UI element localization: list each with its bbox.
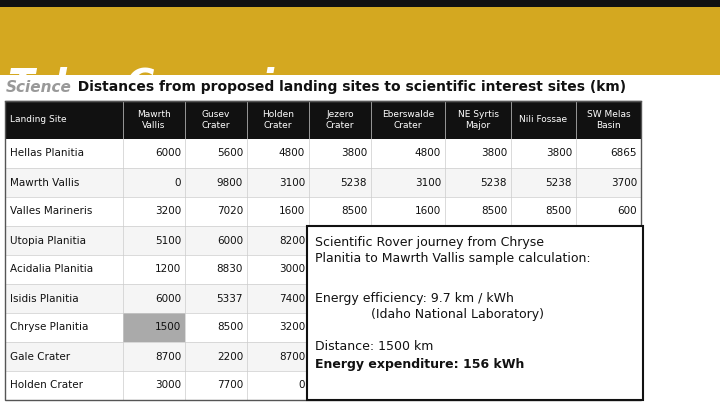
Bar (5, 168, 641, 197)
Text: 1600: 1600 (279, 207, 305, 217)
Text: 3000: 3000 (279, 264, 305, 275)
Text: Chryse Planitia: Chryse Planitia (10, 322, 89, 333)
Text: Energy expenditure: 156 kWh: Energy expenditure: 156 kWh (315, 358, 524, 371)
Text: Holden Crater: Holden Crater (10, 381, 83, 390)
Text: 6865: 6865 (611, 149, 637, 158)
Text: Jezero
Crater: Jezero Crater (325, 110, 354, 130)
Text: 6000: 6000 (217, 235, 243, 245)
Text: 5238: 5238 (480, 177, 507, 188)
Text: 7700: 7700 (217, 381, 243, 390)
Text: Distance: 1500 km: Distance: 1500 km (315, 340, 433, 353)
Text: Scientific Rover journey from Chryse: Scientific Rover journey from Chryse (315, 236, 544, 249)
Text: Distances from proposed landing sites to scientific interest sites (km): Distances from proposed landing sites to… (68, 80, 626, 94)
Text: Landing Site: Landing Site (10, 115, 67, 124)
Text: Isidis Planitia: Isidis Planitia (10, 294, 78, 303)
Text: 3200: 3200 (279, 322, 305, 333)
Text: Mawrth Vallis: Mawrth Vallis (10, 177, 79, 188)
Bar (0, 7, 720, 75)
Text: 8830: 8830 (217, 264, 243, 275)
Text: Planitia to Mawrth Vallis sample calculation:: Planitia to Mawrth Vallis sample calcula… (315, 252, 590, 265)
Text: Tyler Crumrin: Tyler Crumrin (8, 67, 302, 105)
Bar (123, 313, 185, 342)
Text: 5238: 5238 (341, 177, 367, 188)
Text: SW Melas
Basin: SW Melas Basin (587, 110, 630, 130)
Text: Hellas Planitia: Hellas Planitia (10, 149, 84, 158)
Text: 5337: 5337 (217, 294, 243, 303)
Text: 7400: 7400 (279, 294, 305, 303)
Text: 5100: 5100 (155, 235, 181, 245)
Text: 8500: 8500 (341, 207, 367, 217)
Bar (0, 0, 720, 7)
Text: 8700: 8700 (279, 352, 305, 362)
Text: 5238: 5238 (546, 177, 572, 188)
Text: 1600: 1600 (415, 207, 441, 217)
Bar (5, 284, 641, 313)
Bar (5, 101, 641, 400)
Text: 3200: 3200 (155, 207, 181, 217)
Text: (Idaho National Laboratory): (Idaho National Laboratory) (315, 308, 544, 321)
Text: Mawrth
Vallis: Mawrth Vallis (137, 110, 171, 130)
Text: NE Syrtis
Major: NE Syrtis Major (457, 110, 498, 130)
Text: 0: 0 (174, 177, 181, 188)
Text: 8700: 8700 (155, 352, 181, 362)
Text: 6000: 6000 (155, 294, 181, 303)
Bar (5, 255, 641, 284)
Text: 8500: 8500 (546, 207, 572, 217)
Text: Holden
Crater: Holden Crater (262, 110, 294, 130)
Text: 600: 600 (617, 207, 637, 217)
Text: Energy efficiency: 9.7 km / kWh: Energy efficiency: 9.7 km / kWh (315, 292, 514, 305)
Text: 1500: 1500 (155, 322, 181, 333)
Text: Eberswalde
Crater: Eberswalde Crater (382, 110, 434, 130)
Bar (5, 371, 641, 400)
Text: 4800: 4800 (279, 149, 305, 158)
Bar (0, 77, 720, 99)
Text: 2200: 2200 (217, 352, 243, 362)
Text: Gale Crater: Gale Crater (10, 352, 70, 362)
Text: 3700: 3700 (611, 177, 637, 188)
Bar (5, 101, 641, 139)
Text: 3800: 3800 (481, 149, 507, 158)
Text: 1200: 1200 (155, 264, 181, 275)
Bar (307, 226, 643, 400)
Text: Valles Marineris: Valles Marineris (10, 207, 92, 217)
Bar (5, 313, 641, 342)
Text: 3100: 3100 (279, 177, 305, 188)
Text: 3800: 3800 (546, 149, 572, 158)
Text: 8200: 8200 (279, 235, 305, 245)
Text: Science: Science (6, 80, 72, 95)
Text: 3800: 3800 (341, 149, 367, 158)
Text: Gusev
Crater: Gusev Crater (202, 110, 230, 130)
Bar (5, 197, 641, 226)
Text: 0: 0 (299, 381, 305, 390)
Text: 7020: 7020 (217, 207, 243, 217)
Text: 6000: 6000 (155, 149, 181, 158)
Text: 3000: 3000 (155, 381, 181, 390)
Text: 9800: 9800 (217, 177, 243, 188)
Text: 8500: 8500 (481, 207, 507, 217)
Bar (5, 226, 641, 255)
Text: 8500: 8500 (217, 322, 243, 333)
Text: Nili Fossae: Nili Fossae (519, 115, 567, 124)
Text: Acidalia Planitia: Acidalia Planitia (10, 264, 93, 275)
Bar (5, 139, 641, 168)
Text: 4800: 4800 (415, 149, 441, 158)
Bar (5, 342, 641, 371)
Text: 5600: 5600 (217, 149, 243, 158)
Text: Utopia Planitia: Utopia Planitia (10, 235, 86, 245)
Text: 3100: 3100 (415, 177, 441, 188)
